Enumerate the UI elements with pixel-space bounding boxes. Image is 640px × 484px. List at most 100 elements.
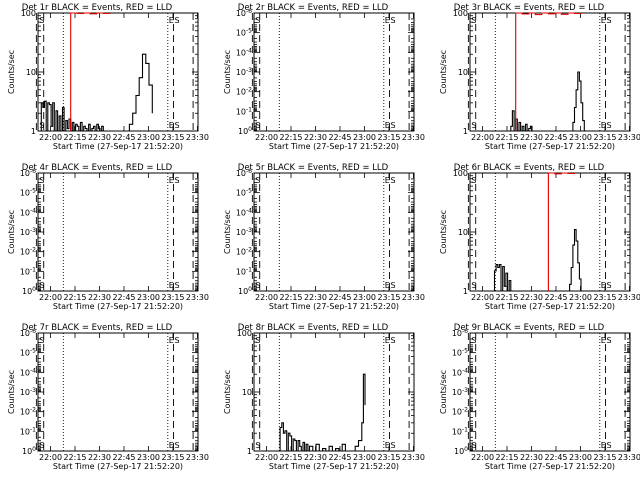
start-marker-label: S bbox=[255, 336, 260, 345]
x-tick-label: 23:30 bbox=[618, 293, 640, 302]
end-s-marker-label: S bbox=[391, 16, 396, 25]
x-tick-label: 22:15 bbox=[495, 293, 518, 302]
end-s-marker-label: S bbox=[607, 336, 612, 345]
end-marker-label: E bbox=[385, 441, 390, 450]
lld-series-line bbox=[547, 172, 576, 291]
plot-frame bbox=[469, 12, 631, 132]
x-tick-label: 22:45 bbox=[112, 133, 135, 142]
start-marker-label: S bbox=[471, 441, 476, 450]
x-axis-label: Start Time (27-Sep-17 21:52:20) bbox=[485, 462, 615, 471]
x-tick-label: 22:30 bbox=[520, 133, 543, 142]
x-axis-label: Start Time (27-Sep-17 21:52:20) bbox=[53, 462, 183, 471]
y-tick-label: 10-1 bbox=[236, 106, 252, 116]
end-marker-label: E bbox=[601, 441, 606, 450]
y-tick-label: 100 bbox=[22, 446, 36, 456]
end-marker-label: E bbox=[385, 16, 390, 25]
x-tick-label: 22:45 bbox=[328, 453, 351, 462]
start-marker-label: S bbox=[39, 121, 44, 130]
events-series-line bbox=[40, 53, 153, 132]
y-tick-label: 10-5 bbox=[236, 28, 252, 38]
end-marker-label: E bbox=[385, 336, 390, 345]
x-axis-label: Start Time (27-Sep-17 21:52:20) bbox=[485, 302, 615, 311]
end-s-marker-label: S bbox=[607, 121, 612, 130]
y-tick-label: 10 bbox=[458, 68, 468, 77]
x-tick-label: 23:30 bbox=[402, 133, 425, 142]
y-tick-label: 10-2 bbox=[236, 247, 252, 257]
plot-frame bbox=[253, 172, 415, 292]
end-s-marker-label: S bbox=[607, 441, 612, 450]
y-tick-label: 10-6 bbox=[236, 8, 252, 18]
start-marker-label: S bbox=[255, 121, 260, 130]
end-s-marker-label: S bbox=[175, 16, 180, 25]
start-marker-label: S bbox=[471, 336, 476, 345]
y-tick-label: 100 bbox=[22, 286, 36, 296]
start-marker-label: S bbox=[255, 281, 260, 290]
x-tick-label: 22:00 bbox=[255, 293, 278, 302]
x-tick-label: 23:00 bbox=[569, 453, 592, 462]
panel-2: Det 2r BLACK = Events, RED = LLD 100 10-1 1… bbox=[223, 3, 425, 151]
end-marker-label: E bbox=[385, 121, 390, 130]
y-tick-label: 10-5 bbox=[452, 348, 468, 358]
y-tick-label: 1 bbox=[463, 127, 468, 136]
x-tick-label: 22:30 bbox=[304, 293, 327, 302]
x-tick-label: 22:15 bbox=[63, 453, 86, 462]
x-tick-label: 22:30 bbox=[520, 293, 543, 302]
end-s-marker-label: S bbox=[607, 176, 612, 185]
end-s-marker-label: S bbox=[391, 176, 396, 185]
plot-frame bbox=[469, 332, 631, 452]
y-tick-label: 10-3 bbox=[20, 387, 36, 397]
x-tick-label: 23:30 bbox=[186, 133, 209, 142]
end-marker-label: E bbox=[601, 121, 606, 130]
y-tick-label: 10-3 bbox=[20, 227, 36, 237]
y-tick-label: 10-4 bbox=[20, 207, 36, 217]
y-axis-label: Counts/sec bbox=[223, 370, 232, 414]
x-tick-label: 22:45 bbox=[544, 293, 567, 302]
y-tick-label: 100 bbox=[238, 126, 252, 136]
x-tick-label: 23:15 bbox=[377, 133, 400, 142]
y-tick-label: 10-3 bbox=[236, 227, 252, 237]
x-tick-label: 22:45 bbox=[544, 453, 567, 462]
y-tick-label: 10-2 bbox=[452, 407, 468, 417]
end-marker-label: E bbox=[385, 176, 390, 185]
y-axis-label: Counts/sec bbox=[439, 370, 448, 414]
events-series-line bbox=[510, 71, 585, 132]
plot-frame bbox=[253, 332, 415, 452]
x-tick-label: 22:15 bbox=[495, 133, 518, 142]
lld-series-line bbox=[515, 12, 582, 131]
panel-title: Det 6r BLACK = Events, RED = LLD bbox=[454, 163, 605, 173]
x-tick-label: 23:15 bbox=[161, 133, 184, 142]
end-s-marker-label: S bbox=[391, 121, 396, 130]
x-axis-label: Start Time (27-Sep-17 21:52:20) bbox=[269, 142, 399, 151]
y-axis-label: Counts/sec bbox=[439, 50, 448, 94]
y-tick-label: 10-1 bbox=[236, 266, 252, 276]
x-tick-label: 23:00 bbox=[137, 293, 160, 302]
y-tick-label: 10-6 bbox=[20, 328, 36, 338]
panel-title: Det 4r BLACK = Events, RED = LLD bbox=[22, 163, 173, 173]
start-marker-label: S bbox=[39, 16, 44, 25]
y-tick-label: 10-6 bbox=[236, 168, 252, 178]
y-tick-label: 10-5 bbox=[20, 348, 36, 358]
y-tick-label: 10-1 bbox=[20, 266, 36, 276]
panel-title: Det 1r BLACK = Events, RED = LLD bbox=[22, 3, 173, 13]
end-marker-label: E bbox=[169, 121, 174, 130]
x-tick-label: 22:15 bbox=[279, 293, 302, 302]
plot-frame bbox=[37, 332, 199, 452]
panel-title: Det 2r BLACK = Events, RED = LLD bbox=[238, 3, 389, 13]
end-marker-label: E bbox=[385, 281, 390, 290]
end-marker-label: E bbox=[601, 176, 606, 185]
end-s-marker-label: S bbox=[607, 281, 612, 290]
y-tick-label: 10-6 bbox=[452, 328, 468, 338]
x-tick-label: 23:15 bbox=[593, 133, 616, 142]
plot-frame bbox=[253, 12, 415, 132]
y-tick-label: 100 bbox=[238, 286, 252, 296]
x-tick-label: 22:15 bbox=[495, 453, 518, 462]
x-tick-label: 22:30 bbox=[88, 453, 111, 462]
x-tick-label: 23:00 bbox=[569, 293, 592, 302]
end-s-marker-label: S bbox=[391, 441, 396, 450]
start-marker-label: S bbox=[39, 336, 44, 345]
end-s-marker-label: S bbox=[391, 281, 396, 290]
x-tick-label: 22:00 bbox=[471, 453, 494, 462]
